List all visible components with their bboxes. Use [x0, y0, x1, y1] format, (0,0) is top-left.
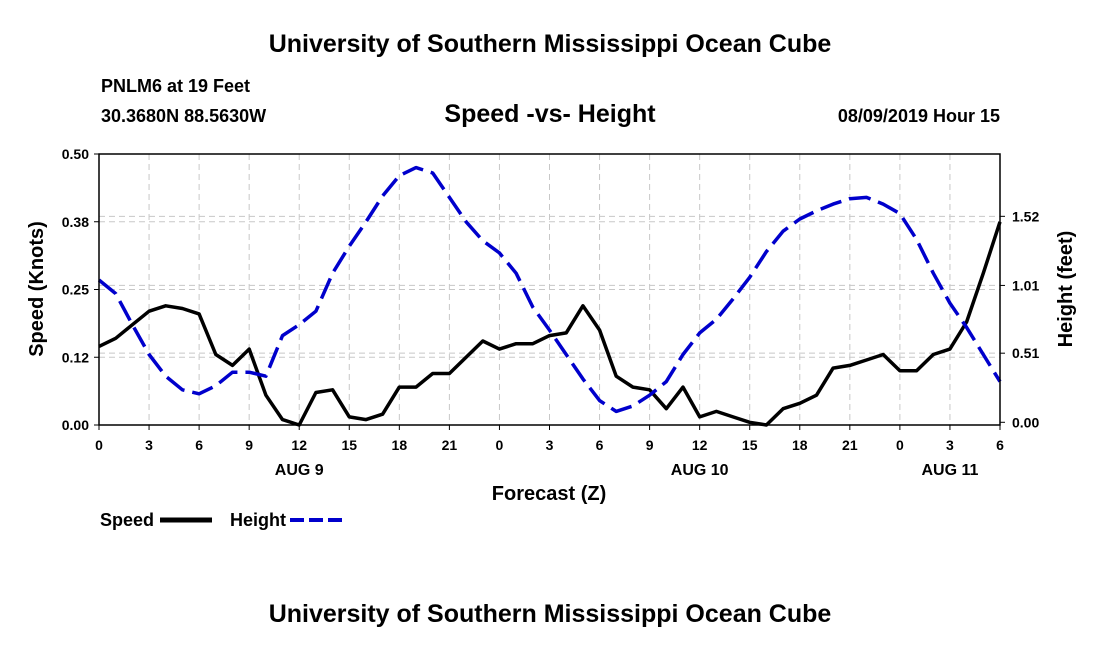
chart-title: Speed -vs- Height: [444, 100, 656, 128]
y-tick-label: 0.25: [62, 282, 89, 298]
x-tick-label: 6: [195, 437, 203, 453]
date-label: AUG 9: [275, 462, 324, 479]
date-label: AUG 10: [671, 462, 729, 479]
x-tick-label: 3: [946, 437, 954, 453]
x-tick-label: 15: [341, 437, 357, 453]
axes: 0 3 6 9 12 15 18 21 0 3 6 9 12 15 18 21 0 3 6 AUG 9 AUG 10 AU…: [62, 146, 1040, 479]
station-label: PNLM6 at 19 Feet: [101, 76, 251, 96]
footer-title: University of Southern Mississippi Ocean…: [268, 600, 832, 628]
y-axis-label: Speed (Knots): [26, 221, 48, 357]
series-lines: [97, 165, 1002, 427]
legend-speed-label: Speed: [100, 510, 154, 530]
x-tick-label: 0: [496, 437, 504, 453]
date-label: AUG 11: [921, 462, 978, 479]
x-tick-label: 18: [392, 437, 408, 453]
grid-lines: [99, 154, 1000, 425]
legend: Speed Height: [100, 510, 342, 530]
y2-axis-label: Height (feet): [1055, 231, 1077, 348]
x-tick-label: 15: [742, 437, 758, 453]
x-tick-label: 0: [896, 437, 904, 453]
x-tick-label: 21: [442, 437, 458, 453]
x-tick-label: 3: [546, 437, 554, 453]
coordinates-label: 30.3680N 88.5630W: [101, 106, 267, 126]
y-tick-label: 0.00: [62, 417, 89, 433]
y2-tick-label: 0.00: [1012, 414, 1039, 430]
height-series-line: [97, 165, 1002, 414]
x-axis-label: Forecast (Z): [492, 483, 606, 505]
x-tick-label: 9: [245, 437, 253, 453]
x-tick-label: 3: [145, 437, 153, 453]
x-tick-label: 12: [291, 437, 307, 453]
legend-height-label: Height: [230, 510, 286, 530]
y2-tick-label: 1.52: [1012, 208, 1039, 224]
timestamp-label: 08/09/2019 Hour 15: [837, 106, 1000, 126]
speed-series-line: [98, 221, 1002, 427]
y2-tick-label: 0.51: [1012, 345, 1039, 361]
x-tick-label: 6: [596, 437, 604, 453]
x-tick-label: 0: [95, 437, 103, 453]
x-tick-label: 18: [792, 437, 808, 453]
x-tick-label: 12: [692, 437, 708, 453]
x-tick-label: 6: [996, 437, 1004, 453]
y-tick-label: 0.50: [62, 146, 89, 162]
x-tick-label: 21: [842, 437, 858, 453]
y-tick-label: 0.12: [62, 349, 89, 365]
y2-tick-label: 1.01: [1012, 277, 1039, 293]
x-tick-label: 9: [646, 437, 654, 453]
header-title: University of Southern Mississippi Ocean…: [268, 30, 832, 58]
y-tick-label: 0.38: [62, 214, 89, 230]
